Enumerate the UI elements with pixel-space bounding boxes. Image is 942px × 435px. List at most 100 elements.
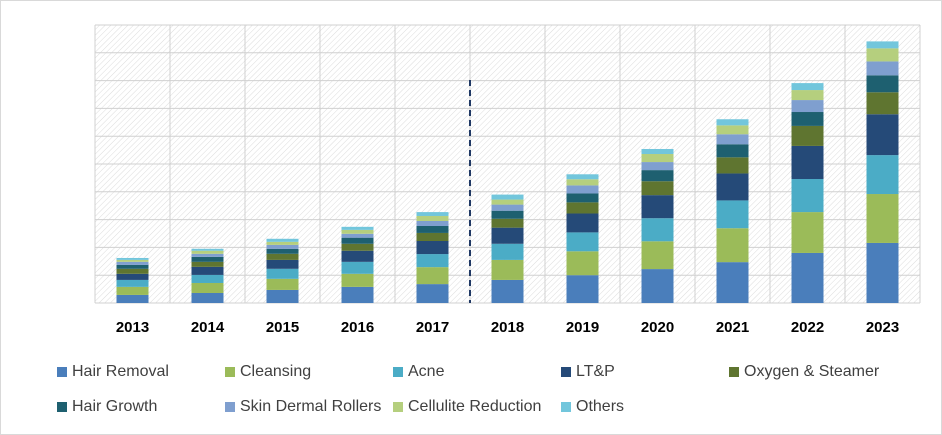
bar-segment [116,273,149,280]
bar-segment [791,83,824,91]
legend-label: Others [576,398,624,415]
bar-segment [791,112,824,126]
bar-segment [191,266,224,275]
bar-segment [866,48,899,62]
bar-segment [716,262,749,303]
bar-segment [491,199,524,205]
bar-segment [866,155,899,195]
bar-segment [191,250,224,254]
legend-swatch [393,402,403,412]
x-tick-label: 2014 [191,319,225,336]
bar-segment [191,253,224,257]
bar-segment [791,125,824,146]
legend-swatch [57,402,67,412]
bar-segment [641,170,674,182]
bar-segment [116,286,149,295]
bar-segment [191,256,224,262]
legend-label: Hair Removal [72,363,169,380]
bar-segment [866,61,899,76]
bar-segment [416,212,449,216]
legend-label: Skin Dermal Rollers [240,398,381,415]
bar-segment [191,292,224,303]
bar-segment [716,200,749,229]
legend-swatch [561,402,571,412]
bar-segment [266,268,299,279]
bar-segment [566,232,599,252]
x-tick-label: 2020 [641,319,674,336]
bar-segment [566,185,599,194]
bar-segment [341,237,374,244]
bar-segment [416,241,449,255]
bar-segment [341,226,374,230]
bar-segment [191,248,224,251]
bar-segment [416,215,449,221]
bar-segment [491,279,524,303]
bar-segment [191,261,224,267]
bar-segment [716,173,749,201]
bar-segment [266,248,299,254]
bar-segment [341,273,374,287]
legend-label: Cleansing [240,363,311,380]
bar-segment [716,134,749,145]
bar-segment [116,257,149,260]
bar-segment [116,261,149,265]
legend-swatch [561,367,571,377]
x-tick-label: 2016 [341,319,374,336]
bar-segment [491,218,524,228]
x-tick-label: 2022 [791,319,824,336]
bar-segment [716,157,749,174]
bar-segment [641,148,674,154]
bar-segment [566,179,599,186]
bar-segment [191,282,224,293]
bar-segment [566,275,599,303]
bar-segment [866,92,899,115]
legend-swatch [393,367,403,377]
x-tick-label: 2018 [491,319,524,336]
bar-segment [116,259,149,262]
bar-segment [341,250,374,262]
bar-segment [491,259,524,280]
bar-segment [116,268,149,274]
bar-segment [566,193,599,203]
bar-segment [641,269,674,303]
bar-segment [641,218,674,242]
bar-segment [266,278,299,290]
bar-segment [791,212,824,253]
bar-segment [716,144,749,158]
legend-swatch [225,367,235,377]
bar-segment [416,232,449,242]
bar-segment [641,153,674,163]
bar-segment [266,253,299,260]
legend-swatch [729,367,739,377]
bar-segment [266,238,299,242]
bar-segment [791,90,824,101]
bar-segment [341,233,374,238]
bar-segment [566,202,599,214]
bar-segment [716,125,749,135]
legend-swatch [225,402,235,412]
bar-segment [566,251,599,276]
legend-label: Hair Growth [72,398,157,415]
bar-segment [116,279,149,287]
bar-segment [566,213,599,233]
bar-segment [641,162,674,171]
legend-label: LT&P [576,363,615,380]
bar-segment [716,119,749,126]
bar-segment [791,100,824,113]
bar-segment [491,204,524,211]
bar-segment [716,228,749,263]
legend-swatch [57,367,67,377]
legend-label: Cellulite Reduction [408,398,541,415]
bar-segment [866,242,899,303]
legend-label: Acne [408,363,445,380]
bar-segment [416,254,449,268]
bar-segment [341,286,374,303]
x-tick-label: 2015 [266,319,299,336]
x-tick-label: 2023 [866,319,899,336]
x-tick-label: 2013 [116,319,149,336]
bar-segment [866,41,899,49]
bar-segment [866,75,899,93]
legend-label: Oxygen & Steamer [744,363,880,380]
bar-segment [641,195,674,219]
bar-segment [416,225,449,233]
